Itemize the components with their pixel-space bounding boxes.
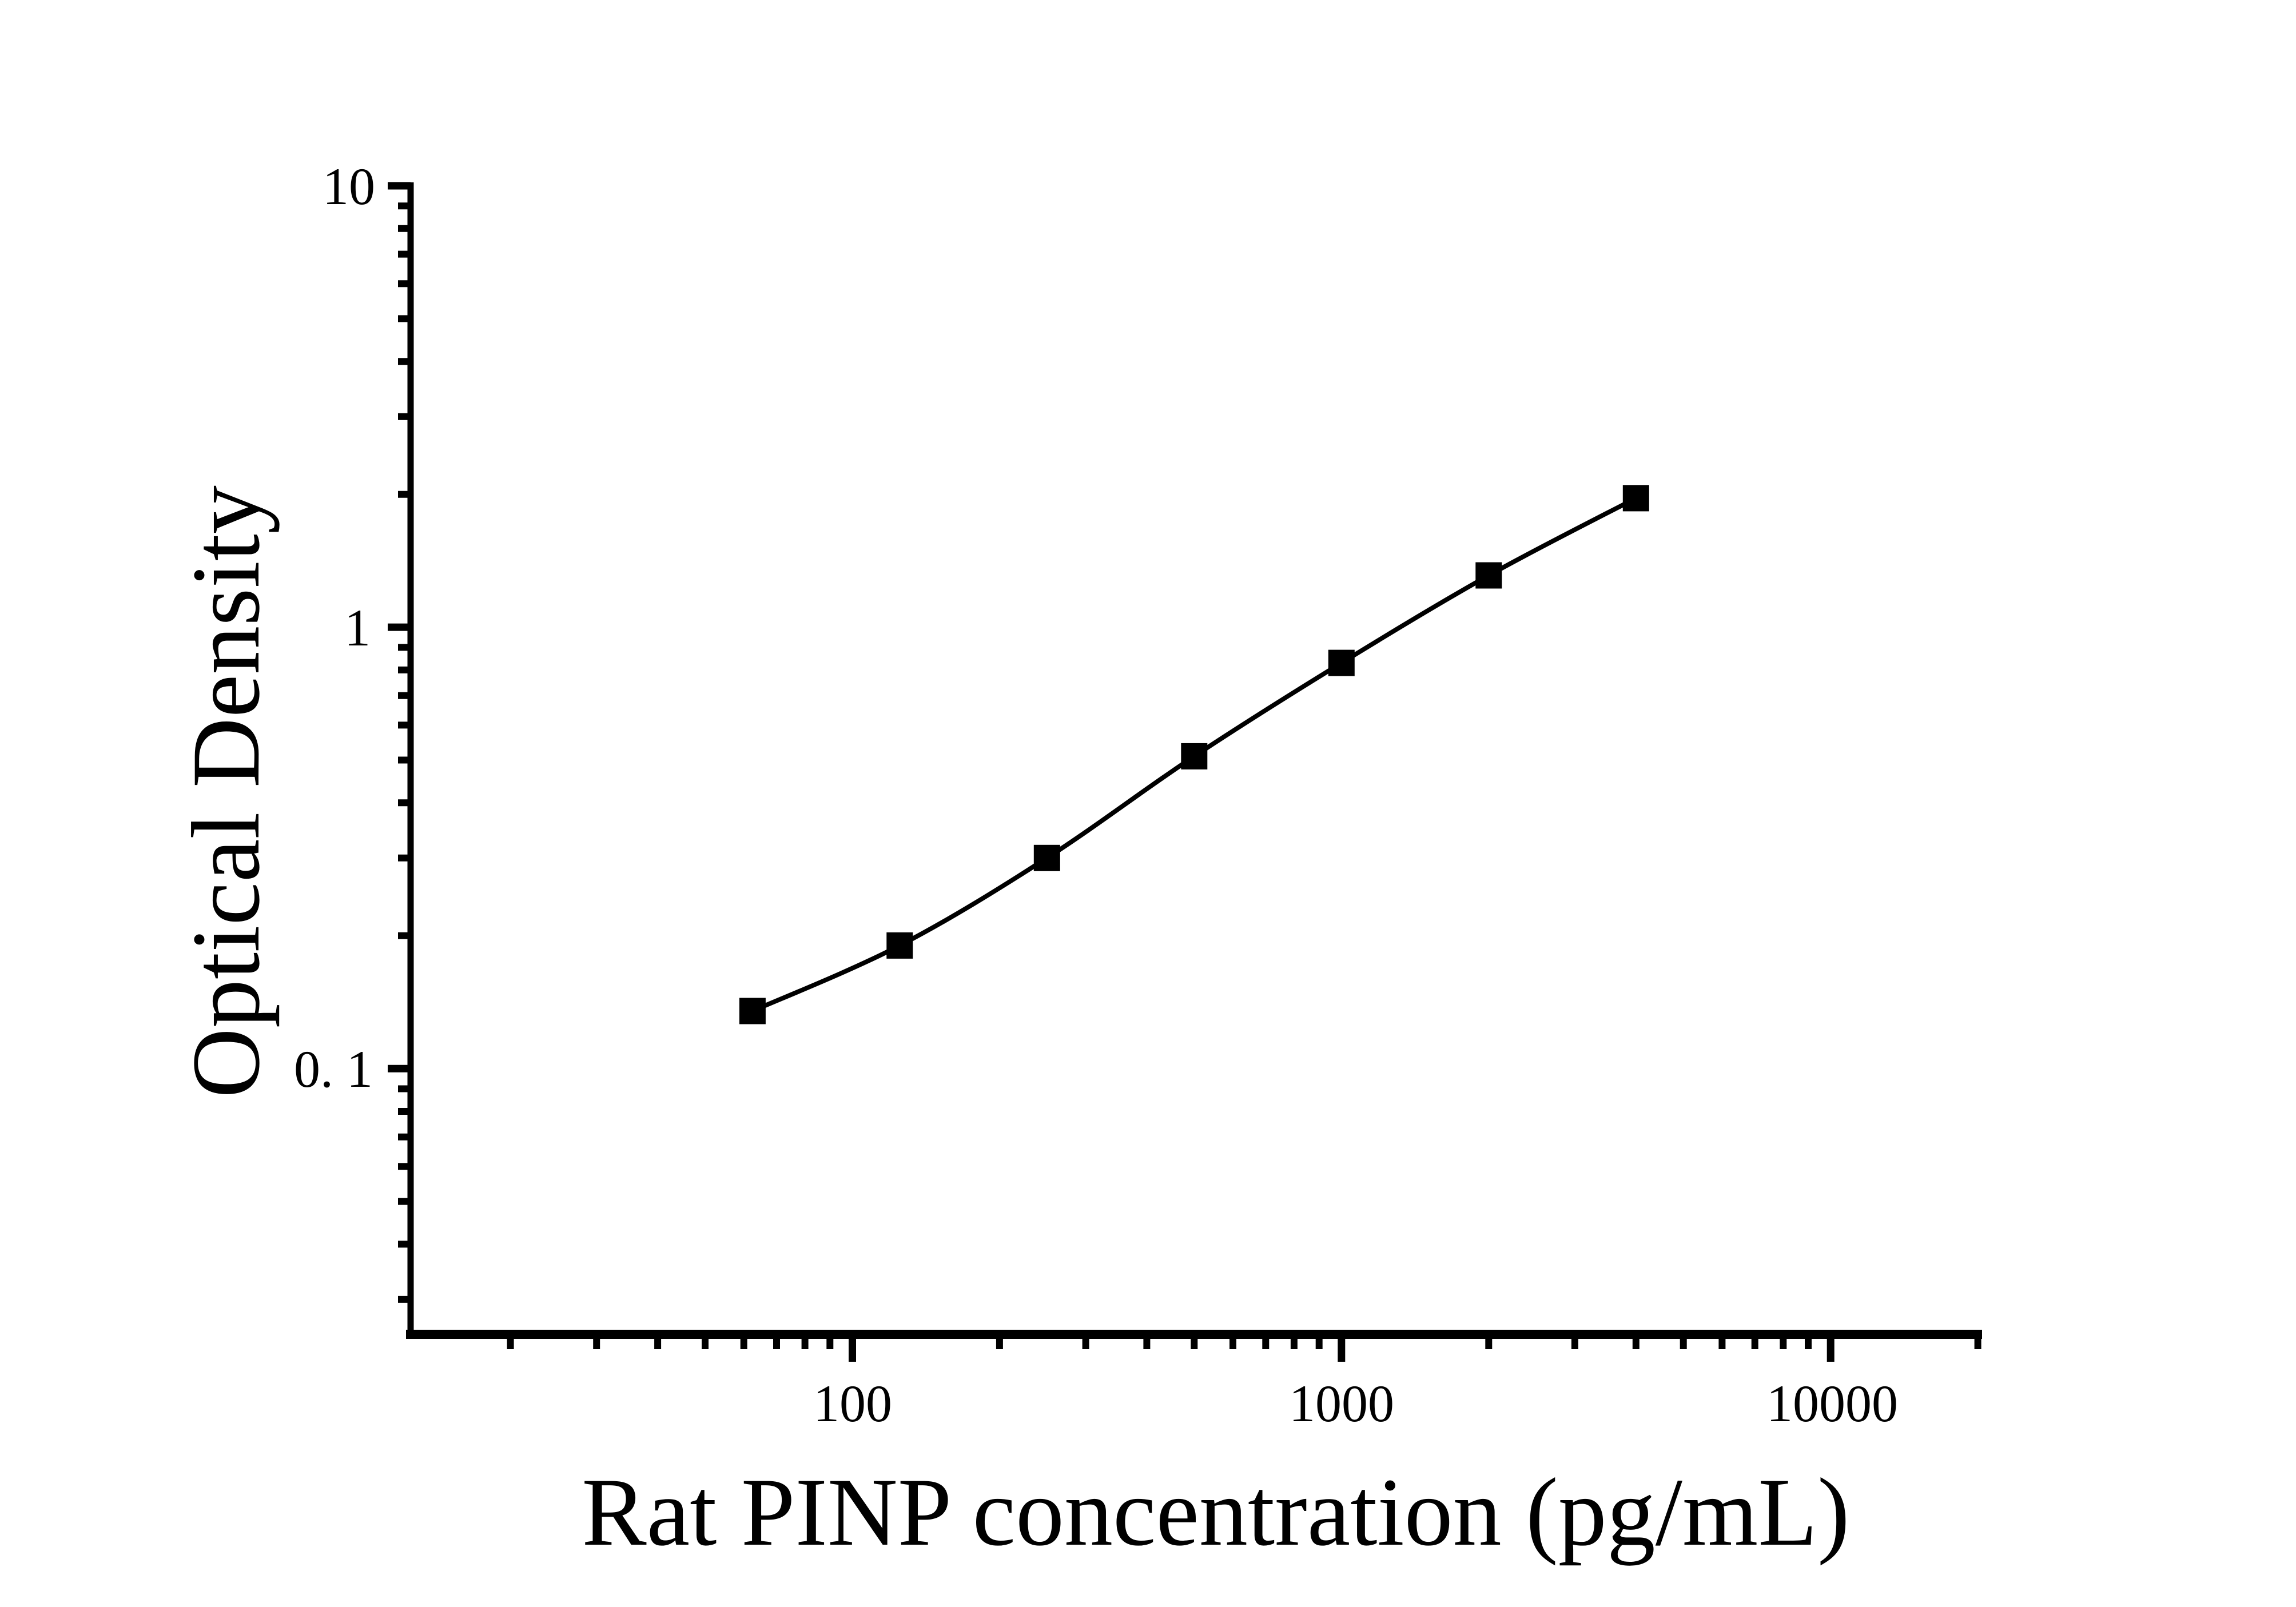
x-tick-label-100: 100 (813, 1374, 892, 1433)
y-axis-title: Optical Density (172, 485, 280, 1098)
data-point-marker (1033, 844, 1060, 871)
data-point-marker (1475, 562, 1502, 589)
x-tick-label-10000: 10000 (1766, 1374, 1898, 1433)
y-tick-label-1: 1 (344, 599, 371, 657)
x-axis-ticks (507, 1334, 1981, 1362)
y-axis-ticks (388, 182, 411, 1303)
data-point-marker (1622, 485, 1649, 512)
y-tick-label-10: 10 (323, 157, 375, 216)
data-point-marker (886, 932, 913, 959)
data-point-marker (1328, 649, 1355, 676)
data-point-marker (1181, 743, 1208, 769)
y-tick-label-0-1: 0. 1 (294, 1040, 373, 1098)
x-axis-title: Rat PINP concentration (pg/mL) (582, 1458, 1849, 1566)
series-markers (739, 485, 1649, 1024)
x-tick-label-1000: 1000 (1289, 1374, 1394, 1433)
data-point-marker (739, 998, 766, 1024)
